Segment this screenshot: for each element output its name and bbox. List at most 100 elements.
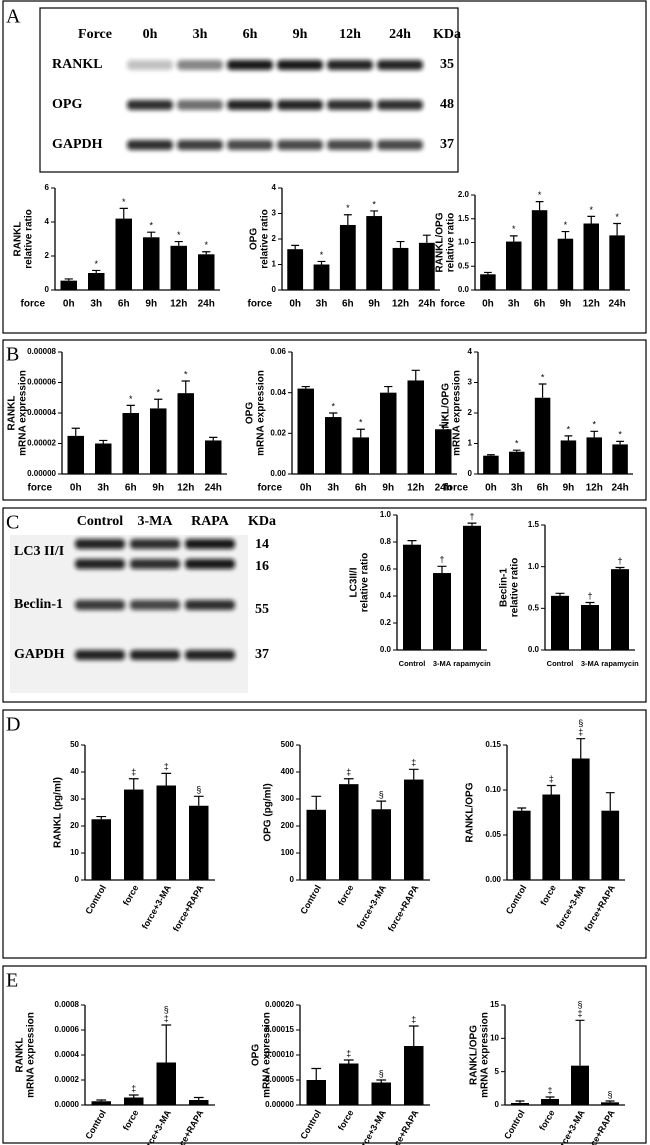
bar — [433, 573, 451, 650]
bar — [483, 455, 499, 474]
error-bar — [209, 436, 218, 441]
y-tick-label: 0.00004 — [27, 408, 56, 417]
x-tick-label: Control — [298, 1108, 323, 1141]
y-tick-label: 0 — [45, 285, 50, 294]
error-bar — [317, 260, 326, 265]
x-tick-label: 3h — [90, 299, 102, 310]
y-tick-label: 0.0 — [380, 645, 392, 654]
error-bar — [517, 807, 527, 811]
error-bar — [128, 778, 139, 790]
band — [185, 539, 235, 549]
x-tick-label: force+RAPA — [386, 1108, 421, 1145]
error-bar — [535, 201, 544, 211]
y-axis-label: mRNA expression — [262, 1012, 273, 1098]
x-tick-label: Control — [83, 1108, 108, 1141]
y-axis-label: mRNA expression — [452, 370, 463, 456]
significance-mark: * — [331, 401, 335, 411]
y-tick-label: 20 — [70, 821, 79, 830]
y-axis-label: mRNA expression — [18, 370, 29, 456]
y-tick-label: 0.0008 — [55, 1000, 80, 1009]
bar — [418, 242, 435, 290]
lane-label: 6h — [243, 27, 258, 42]
band — [75, 559, 125, 569]
lane-label: 9h — [293, 27, 308, 42]
band — [227, 60, 273, 70]
bar — [95, 443, 112, 474]
error-bar — [585, 601, 595, 605]
y-axis-label: mRNA expression — [480, 1012, 491, 1098]
x-tick-label: 9h — [145, 299, 157, 310]
y-tick-label: 4 — [45, 217, 50, 226]
error-bar — [99, 439, 108, 444]
bar — [581, 605, 599, 650]
y-tick-label: 0.00 — [485, 875, 501, 884]
bar — [88, 273, 105, 290]
y-tick-label: 0.4 — [380, 591, 392, 600]
y-tick-label: 0.0000 — [55, 1100, 80, 1109]
panel-label: A — [6, 6, 21, 28]
error-bar — [411, 369, 420, 381]
error-bar — [71, 427, 80, 436]
error-bar — [605, 792, 615, 811]
error-bar — [376, 1079, 387, 1083]
significance-mark: ‡ — [131, 767, 136, 777]
significance-mark: * — [589, 205, 593, 215]
panel-frame — [2, 965, 647, 1144]
x-tick-label: force+RAPA — [171, 1108, 206, 1145]
y-tick-label: 6 — [45, 183, 50, 192]
band — [75, 600, 125, 610]
x-tick-label: 0h — [63, 299, 75, 310]
blot-corner-label: Force — [78, 27, 112, 42]
band — [185, 600, 235, 610]
y-tick-label: 0 — [495, 1100, 500, 1109]
bar — [463, 525, 481, 650]
y-tick-label: 0.2 — [380, 618, 392, 627]
error-bar — [128, 1094, 139, 1098]
y-tick-label: 0.0006 — [55, 1025, 80, 1034]
error-bar — [613, 222, 621, 236]
error-bar — [509, 235, 518, 242]
bar — [509, 451, 525, 474]
significance-mark: ‡ — [577, 1009, 582, 1019]
x-tick-label: 0h — [482, 299, 494, 310]
y-tick-label: 4 — [272, 183, 277, 192]
significance-mark: § — [577, 1000, 582, 1010]
bar — [91, 1101, 111, 1105]
bar — [601, 810, 620, 880]
x-tick-label: 6h — [355, 483, 367, 494]
significance-mark: ‡ — [411, 758, 416, 768]
error-bar — [376, 800, 387, 810]
error-bar — [564, 435, 573, 441]
bar — [541, 1099, 559, 1105]
significance-mark: ‡ — [131, 1083, 136, 1093]
significance-mark: ‡ — [164, 1013, 169, 1023]
significance-mark: ‡ — [346, 1048, 351, 1058]
x-axis-prefix: force — [441, 299, 466, 310]
bar — [189, 1100, 209, 1105]
error-bar — [422, 234, 431, 243]
significance-mark: * — [564, 220, 568, 230]
x-tick-label: 3-MA — [581, 659, 600, 668]
significance-mark: * — [372, 199, 376, 209]
y-tick-label: 0.00000 — [265, 1100, 294, 1109]
significance-mark: § — [164, 1004, 169, 1014]
kda-header: KDa — [248, 514, 276, 529]
significance-mark: * — [541, 372, 545, 382]
band — [130, 539, 180, 549]
band — [377, 140, 423, 150]
x-tick-label: 24h — [608, 299, 625, 310]
y-tick-label: 40 — [70, 767, 79, 776]
y-tick-label: 1.0 — [380, 510, 392, 519]
x-tick-label: Control — [83, 883, 108, 916]
x-tick-label: 0h — [300, 483, 312, 494]
x-tick-label: 9h — [563, 483, 575, 494]
y-tick-label: 0.5 — [528, 603, 540, 612]
x-tick-label: 3h — [508, 299, 520, 310]
significance-mark: * — [122, 197, 126, 207]
error-bar — [467, 522, 477, 526]
significance-mark: ‡ — [578, 727, 583, 737]
significance-mark: * — [177, 230, 181, 240]
band — [75, 650, 125, 660]
y-tick-label: 15 — [490, 1000, 499, 1009]
significance-mark: * — [567, 424, 571, 434]
